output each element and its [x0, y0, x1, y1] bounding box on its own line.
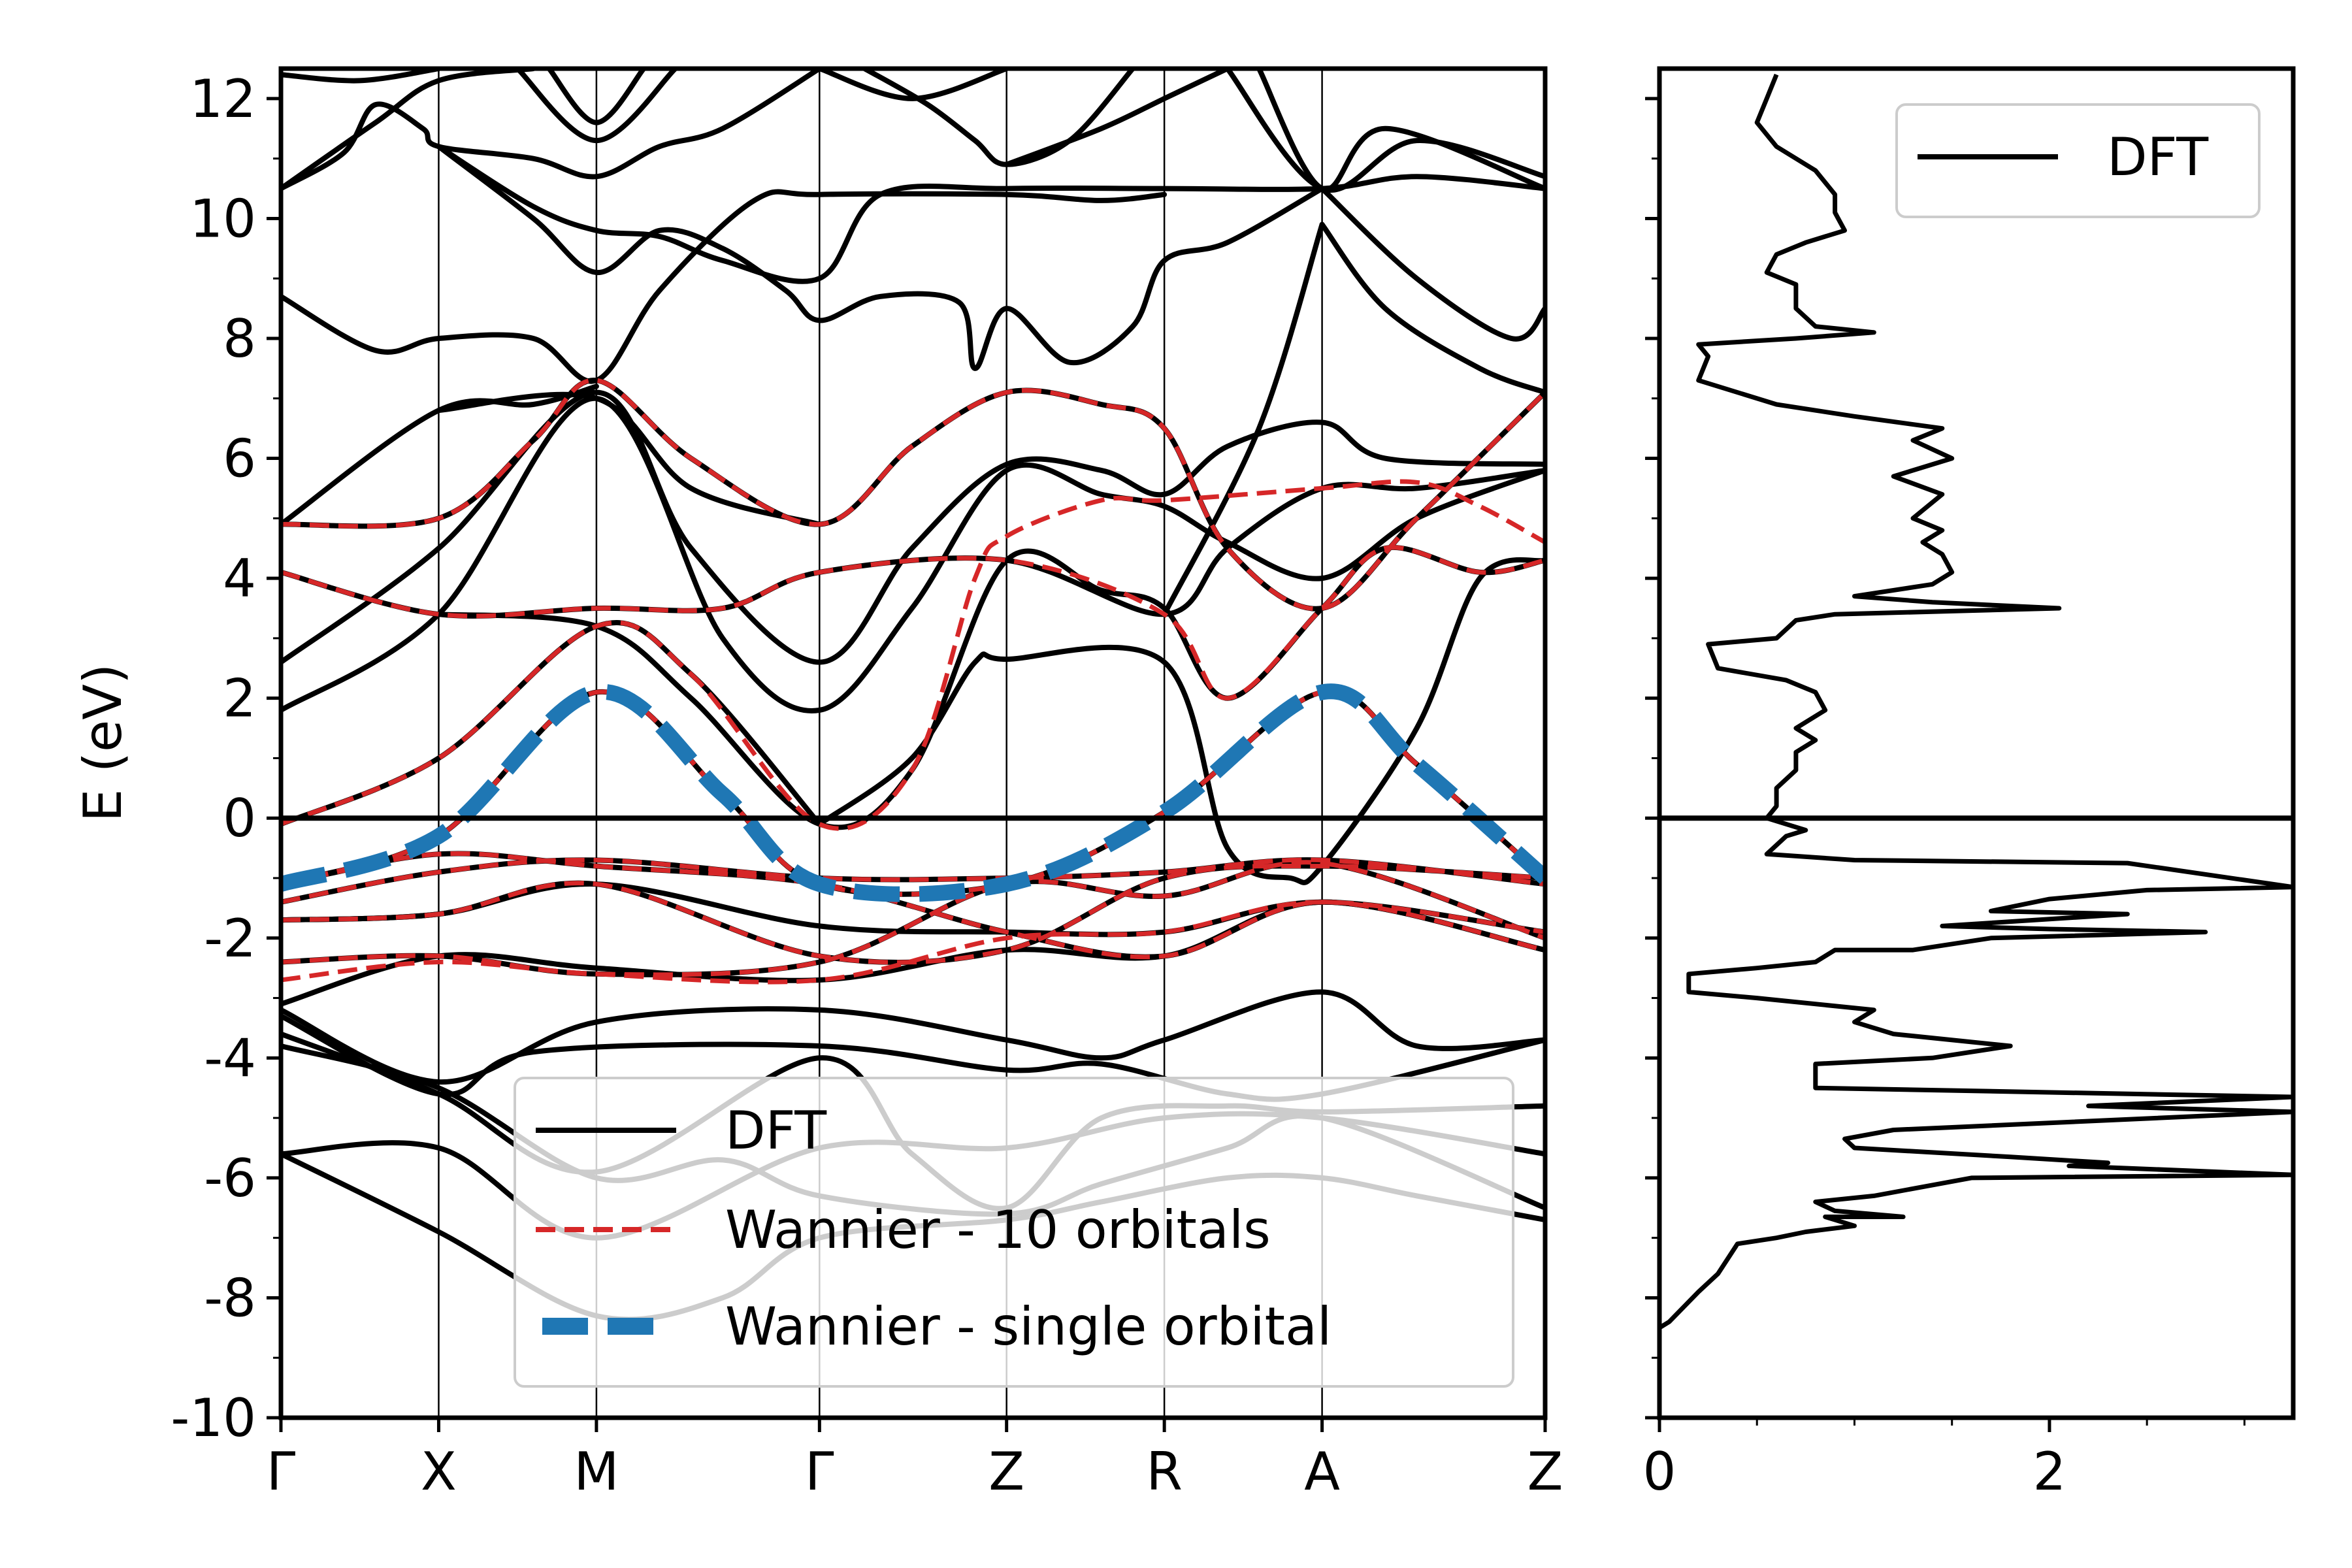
band-lines — [281, 69, 1545, 1322]
y-axis-label: E (eV) — [73, 664, 133, 822]
x-tick-label: M — [574, 1441, 619, 1502]
y-tick-label: -8 — [204, 1267, 256, 1328]
band-legend-box — [514, 1077, 1514, 1388]
series-line-wannier-10-orbitals — [281, 860, 1545, 977]
series-line-wannier-10-orbitals — [281, 900, 1545, 985]
x-tick-label: Γ — [267, 1441, 296, 1502]
dos-legend-label-dft: DFT — [2107, 127, 2209, 188]
series-line-wannier-10-orbitals — [281, 479, 1545, 831]
dos-legend-box — [1895, 103, 2261, 218]
series-line-dft — [1319, 221, 1545, 395]
y-tick-label: -2 — [204, 908, 256, 969]
series-line-wannier-10-orbitals — [281, 378, 1545, 612]
series-line-dft — [436, 144, 1545, 284]
series-line-dft — [281, 467, 1545, 619]
band-plot-frame — [278, 66, 1548, 1420]
band-structure-panel: E (eV) 12 10 8 6 4 2 0 -2 -4 -6 -8 -10 Γ X M Γ Z R A Z DFT… — [73, 66, 1563, 1502]
series-line-dft — [281, 989, 1545, 1085]
y-tick-label: -6 — [204, 1148, 256, 1209]
x-tick-label: X — [421, 1441, 457, 1502]
legend-label-dft: DFT — [725, 1100, 827, 1161]
series-line-dft — [281, 69, 536, 191]
series-line-dft — [1004, 69, 1230, 167]
y-tick-label: 12 — [189, 69, 256, 129]
y-tick-label: 2 — [223, 668, 256, 729]
series-line-dft — [1256, 69, 1545, 192]
series-line-dft — [281, 69, 442, 84]
series-line-wannier-single-orbital — [281, 683, 1545, 902]
x-tick-label: Γ — [805, 1441, 834, 1502]
dos-lines — [1659, 73, 2293, 1418]
y-tick-label: -10 — [171, 1388, 256, 1448]
y-tick-label: 4 — [223, 548, 256, 609]
dos-x-tick-label: 0 — [1643, 1441, 1676, 1502]
dos-x-tick-label: 2 — [2033, 1441, 2066, 1502]
series-line-dft — [281, 620, 823, 827]
series-line-dft — [281, 395, 1545, 713]
legend-label-wannier-10: Wannier - 10 orbitals — [725, 1200, 1271, 1260]
band-grid-lines — [438, 69, 1323, 1418]
series-line-dft — [1319, 186, 1545, 342]
y-tick-label: 6 — [223, 429, 256, 489]
x-tick-label: Z — [1527, 1441, 1563, 1502]
series-line-wannier-10-orbitals — [281, 857, 1545, 905]
dos-y-ticks — [1645, 97, 1659, 1420]
series-line-dft — [436, 144, 1325, 371]
series-line-dft — [281, 389, 1545, 665]
y-tick-label: 10 — [189, 188, 256, 249]
y-tick-label: -4 — [204, 1028, 256, 1088]
dos-curve — [1659, 73, 2293, 1418]
series-line-dft — [817, 557, 1545, 885]
x-tick-label: R — [1146, 1441, 1183, 1502]
series-line-dft — [1224, 69, 1545, 193]
series-line-wannier-10-orbitals — [281, 851, 1545, 960]
legend-label-wannier-single: Wannier - single orbital — [725, 1296, 1331, 1357]
band-y-ticks: 12 10 8 6 4 2 0 -2 -4 -6 -8 -10 — [171, 69, 281, 1448]
series-line-dft — [281, 189, 1168, 384]
dos-plot-frame — [1657, 66, 2296, 1420]
y-tick-label: 8 — [223, 308, 256, 369]
series-line-dft — [817, 69, 1009, 101]
series-line-dft — [436, 391, 823, 527]
band-legend: DFT Wannier - 10 orbitals Wannier - sing… — [514, 1077, 1514, 1388]
series-line-dft — [546, 69, 647, 125]
series-line-dft — [515, 69, 678, 144]
series-line-dft — [281, 899, 1545, 1007]
x-tick-label: Z — [988, 1441, 1024, 1502]
series-line-dft — [281, 69, 823, 191]
series-line-dft — [281, 384, 599, 527]
x-tick-label: A — [1304, 1441, 1340, 1502]
dos-legend: DFT — [1895, 103, 2261, 218]
series-line-dft — [1162, 221, 1325, 617]
y-tick-label: 0 — [223, 788, 256, 849]
series-line-dft — [862, 69, 1135, 167]
